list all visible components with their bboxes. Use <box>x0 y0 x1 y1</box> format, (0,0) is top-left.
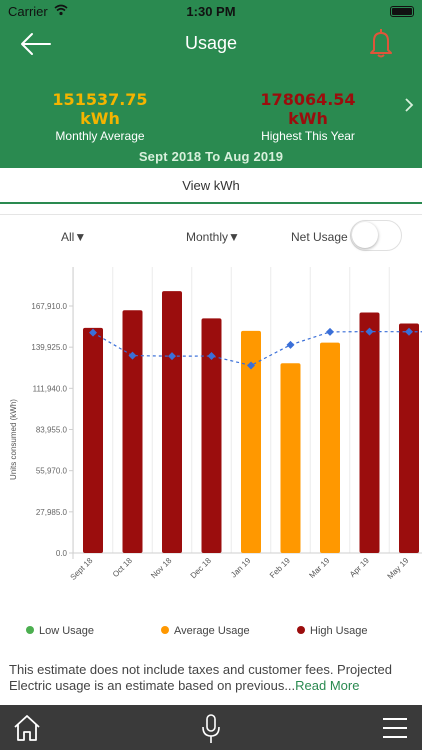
x-tick-label: Feb 19 <box>268 556 292 580</box>
x-tick-label: Jan 19 <box>229 556 253 580</box>
read-more-link[interactable]: Read More <box>295 678 360 693</box>
home-tab[interactable] <box>12 713 42 743</box>
clock: 1:30 PM <box>186 4 236 19</box>
usage-bar <box>280 363 301 553</box>
highest-value: 178064.54 kWh <box>260 90 356 128</box>
view-kwh-toggle[interactable]: View kWh <box>0 168 422 204</box>
legend-label-high: High Usage <box>310 625 368 637</box>
usage-chart: 0.0 27,985.0 55,970.0 83,955.0 111,940.0 139,… <box>0 262 422 610</box>
menu-tab[interactable] <box>382 717 408 739</box>
x-tick-label: Dec 18 <box>189 556 214 581</box>
usage-bar <box>359 312 380 553</box>
monthly-average-label: Monthly Average <box>55 129 145 143</box>
bell-icon <box>370 29 392 58</box>
average-point <box>286 340 295 349</box>
disclaimer: This estimate does not include taxes and… <box>9 662 413 694</box>
x-tick-label: Oct 18 <box>111 556 134 579</box>
legend-label-average: Average Usage <box>174 625 250 637</box>
date-range: Sept 2018 To Aug 2019 <box>138 149 284 164</box>
net-usage-label: Net Usage <box>291 230 348 244</box>
category-dropdown[interactable]: All▼ <box>61 230 87 244</box>
average-point <box>168 352 176 361</box>
legend-label-low: Low Usage <box>39 625 95 637</box>
highest-label: Highest This Year <box>261 129 355 143</box>
y-tick-label: 55,970.0 <box>36 467 68 476</box>
disclaimer-text: This estimate does not include taxes and… <box>9 662 392 693</box>
usage-bar <box>122 310 143 553</box>
y-tick-label: 167,910.0 <box>31 302 67 311</box>
legend-dot-average <box>161 626 169 634</box>
x-tick-label: May 19 <box>385 556 410 581</box>
battery-icon <box>390 6 414 17</box>
page-title: Usage <box>184 33 238 53</box>
legend-dot-high <box>297 626 305 634</box>
next-stat-button[interactable] <box>402 96 416 114</box>
average-line <box>92 331 422 367</box>
usage-bar <box>162 291 182 553</box>
average-point <box>405 327 413 336</box>
status-bar: Carrier 1:30 PM <box>0 0 422 22</box>
y-tick-label: 27,985.0 <box>36 508 68 517</box>
carrier-label: Carrier <box>8 4 48 19</box>
usage-bar <box>241 330 261 553</box>
average-point <box>89 328 97 337</box>
chevron-right-icon <box>405 98 414 112</box>
x-tick-label: Mar 19 <box>307 556 331 580</box>
x-tick-label: Nov 18 <box>149 556 174 581</box>
usage-bar <box>320 342 340 553</box>
usage-chart-svg: 0.0 27,985.0 55,970.0 83,955.0 111,940.0 139,… <box>9 267 422 582</box>
average-point <box>128 351 137 360</box>
voice-tab[interactable] <box>199 713 223 745</box>
back-button[interactable] <box>18 30 54 58</box>
legend-dot-low <box>26 626 34 634</box>
legend-low-usage: Low Usage <box>26 625 94 637</box>
microphone-icon <box>202 714 220 743</box>
y-tick-label: 139,925.0 <box>31 343 67 352</box>
home-icon <box>14 715 40 741</box>
usage-bar <box>201 318 222 553</box>
x-tick-label: Apr 19 <box>348 556 371 579</box>
y-tick-label: 0.0 <box>56 549 68 558</box>
y-tick-label: 83,955.0 <box>36 426 68 435</box>
x-tick-label: Sept 18 <box>69 556 95 582</box>
monthly-average-stat: 151537.75 kWh Monthly Average <box>30 90 170 143</box>
notifications-button[interactable] <box>366 26 396 60</box>
highest-stat: 178064.54 kWh Highest This Year <box>238 90 378 143</box>
y-tick-label: 111,940.0 <box>33 384 68 393</box>
wifi-icon <box>54 4 68 19</box>
y-axis-label: Units consumed (kWh) <box>9 399 18 480</box>
legend-average-usage: Average Usage <box>161 625 250 637</box>
switch-knob <box>352 222 378 248</box>
header: Carrier 1:30 PM Usage 151537.75 kWh Mont… <box>0 0 422 168</box>
average-point <box>207 352 216 361</box>
filter-row: All▼ Monthly▼ Net Usage <box>0 214 422 258</box>
arrow-left-icon <box>21 33 51 55</box>
tab-bar <box>0 705 422 750</box>
menu-icon <box>383 718 407 738</box>
usage-bar <box>399 323 419 553</box>
monthly-average-value: 151537.75 kWh <box>52 90 148 128</box>
net-usage-switch[interactable] <box>350 220 402 251</box>
average-point <box>326 327 334 336</box>
average-point <box>247 361 255 370</box>
usage-bar <box>83 327 103 553</box>
legend-high-usage: High Usage <box>297 625 367 637</box>
average-point <box>365 327 374 336</box>
period-dropdown[interactable]: Monthly▼ <box>186 230 240 244</box>
